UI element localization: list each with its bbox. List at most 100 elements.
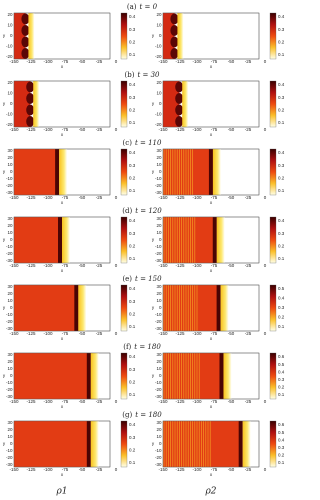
x-tick-label: 0	[115, 59, 118, 64]
y-axis-label: y	[3, 101, 6, 106]
y-tick-label: -20	[155, 319, 162, 324]
heatmap-fade	[62, 217, 70, 263]
x-axis-label: x	[210, 268, 213, 273]
colorbar-tick-label: 0.4	[278, 369, 285, 374]
colorbar-tick-label: 0.1	[278, 188, 285, 193]
colorbar	[120, 284, 128, 332]
x-tick-label: -75	[211, 127, 218, 132]
colorbar-tick-label: 0.2	[278, 40, 285, 45]
caption-time: t = 30	[137, 71, 160, 79]
colorbar-tick-label: 0.1	[129, 392, 136, 397]
colorbar-tick-label: 0.1	[278, 256, 285, 261]
heatmap-frame	[162, 148, 260, 196]
front-band	[238, 421, 243, 467]
x-tick-label: -125	[26, 59, 36, 64]
x-axis-label: x	[61, 132, 64, 137]
x-tick-label: -100	[192, 263, 202, 268]
heatmap-fade	[177, 13, 184, 59]
x-tick-label: -125	[26, 195, 36, 200]
panel-caption: (b) t = 30	[125, 71, 161, 79]
colorbar-tick-label: 0.3	[278, 95, 285, 100]
y-tick-label: -30	[155, 258, 162, 263]
heatmap-fade	[90, 421, 99, 467]
colorbar-tick-label: 0.2	[278, 315, 285, 320]
x-tick-label: -100	[192, 195, 202, 200]
heatmap-frame	[13, 148, 111, 196]
caption-label: (b)	[125, 71, 135, 79]
colorbar-tick-label: 0.5	[278, 286, 285, 291]
y-tick-label: -10	[6, 44, 13, 49]
y-tick-label: -30	[6, 394, 13, 399]
x-axis-label: x	[210, 336, 213, 341]
y-tick-label: 10	[7, 162, 13, 167]
x-tick-label: -150	[158, 195, 168, 200]
x-axis-label: x	[210, 200, 213, 205]
colorbar-tick-label: 0.4	[278, 14, 285, 19]
caption-time: t = 150	[135, 275, 162, 283]
x-tick-label: 0	[264, 59, 267, 64]
x-tick-label: -125	[175, 195, 185, 200]
x-axis-label: x	[61, 404, 64, 409]
x-tick-label: -50	[228, 263, 235, 268]
y-tick-label: 30	[7, 352, 13, 357]
x-tick-label: -150	[9, 399, 19, 404]
y-tick-label: 30	[156, 284, 162, 289]
panel-caption: (a) t = 0	[127, 3, 158, 11]
x-tick-label: -75	[211, 331, 218, 336]
caption-label: (f)	[123, 343, 131, 351]
y-axis-label: y	[3, 373, 6, 378]
x-tick-label: -25	[245, 59, 252, 64]
heatmap-field	[163, 353, 224, 399]
colorbar-tick-label: 0.3	[129, 95, 136, 100]
y-tick-label: 20	[7, 80, 13, 85]
heatmap-field	[163, 285, 221, 331]
heatmap-fade	[223, 353, 232, 399]
y-tick-label: 10	[7, 434, 13, 439]
colorbar-tick-label: 0.3	[278, 445, 285, 450]
y-tick-label: 20	[156, 291, 162, 296]
colorbar-tick-label: 0.1	[278, 52, 285, 57]
x-tick-label: -25	[245, 263, 252, 268]
colorbar-tick-label: 0.3	[278, 163, 285, 168]
y-tick-label: 20	[7, 12, 13, 17]
colorbar-tick-label: 0.4	[129, 14, 136, 19]
x-tick-label: -125	[26, 127, 36, 132]
y-tick-label: -20	[155, 251, 162, 256]
colorbar-tick-label: 0.2	[278, 244, 285, 249]
wave-front	[21, 25, 30, 36]
y-tick-label: 20	[156, 155, 162, 160]
y-tick-label: -10	[6, 312, 13, 317]
y-tick-label: 30	[7, 284, 13, 289]
x-tick-label: -125	[175, 127, 185, 132]
y-tick-label: -20	[6, 183, 13, 188]
x-tick-label: 0	[264, 399, 267, 404]
y-tick-label: -30	[6, 326, 13, 331]
x-tick-label: -100	[43, 195, 53, 200]
x-axis-label: x	[210, 132, 213, 137]
y-tick-label: 0	[10, 441, 13, 446]
y-tick-label: 10	[7, 91, 13, 96]
caption-time: t = 0	[140, 3, 158, 11]
y-tick-label: 0	[159, 237, 162, 242]
y-tick-label: 20	[7, 291, 13, 296]
x-tick-label: 0	[115, 127, 118, 132]
colorbar	[120, 12, 128, 60]
x-tick-label: -150	[9, 331, 19, 336]
y-tick-label: 0	[10, 373, 13, 378]
x-tick-label: -75	[211, 263, 218, 268]
x-tick-label: -50	[79, 195, 86, 200]
x-tick-label: 0	[115, 195, 118, 200]
heatmap-fade	[59, 149, 68, 195]
colorbar-tick-label: 0.2	[129, 176, 136, 181]
y-tick-label: -20	[155, 122, 162, 127]
colorbar-tick-label: 0.4	[278, 437, 285, 442]
wave-front	[21, 48, 30, 59]
y-tick-label: 0	[159, 373, 162, 378]
y-tick-label: 20	[7, 223, 13, 228]
y-tick-label: 30	[7, 420, 13, 425]
y-tick-label: 10	[7, 23, 13, 28]
x-tick-label: -125	[26, 467, 36, 472]
y-tick-label: 20	[156, 427, 162, 432]
heatmap-frame	[162, 12, 260, 60]
colorbar-tick-label: 0.2	[129, 312, 136, 317]
